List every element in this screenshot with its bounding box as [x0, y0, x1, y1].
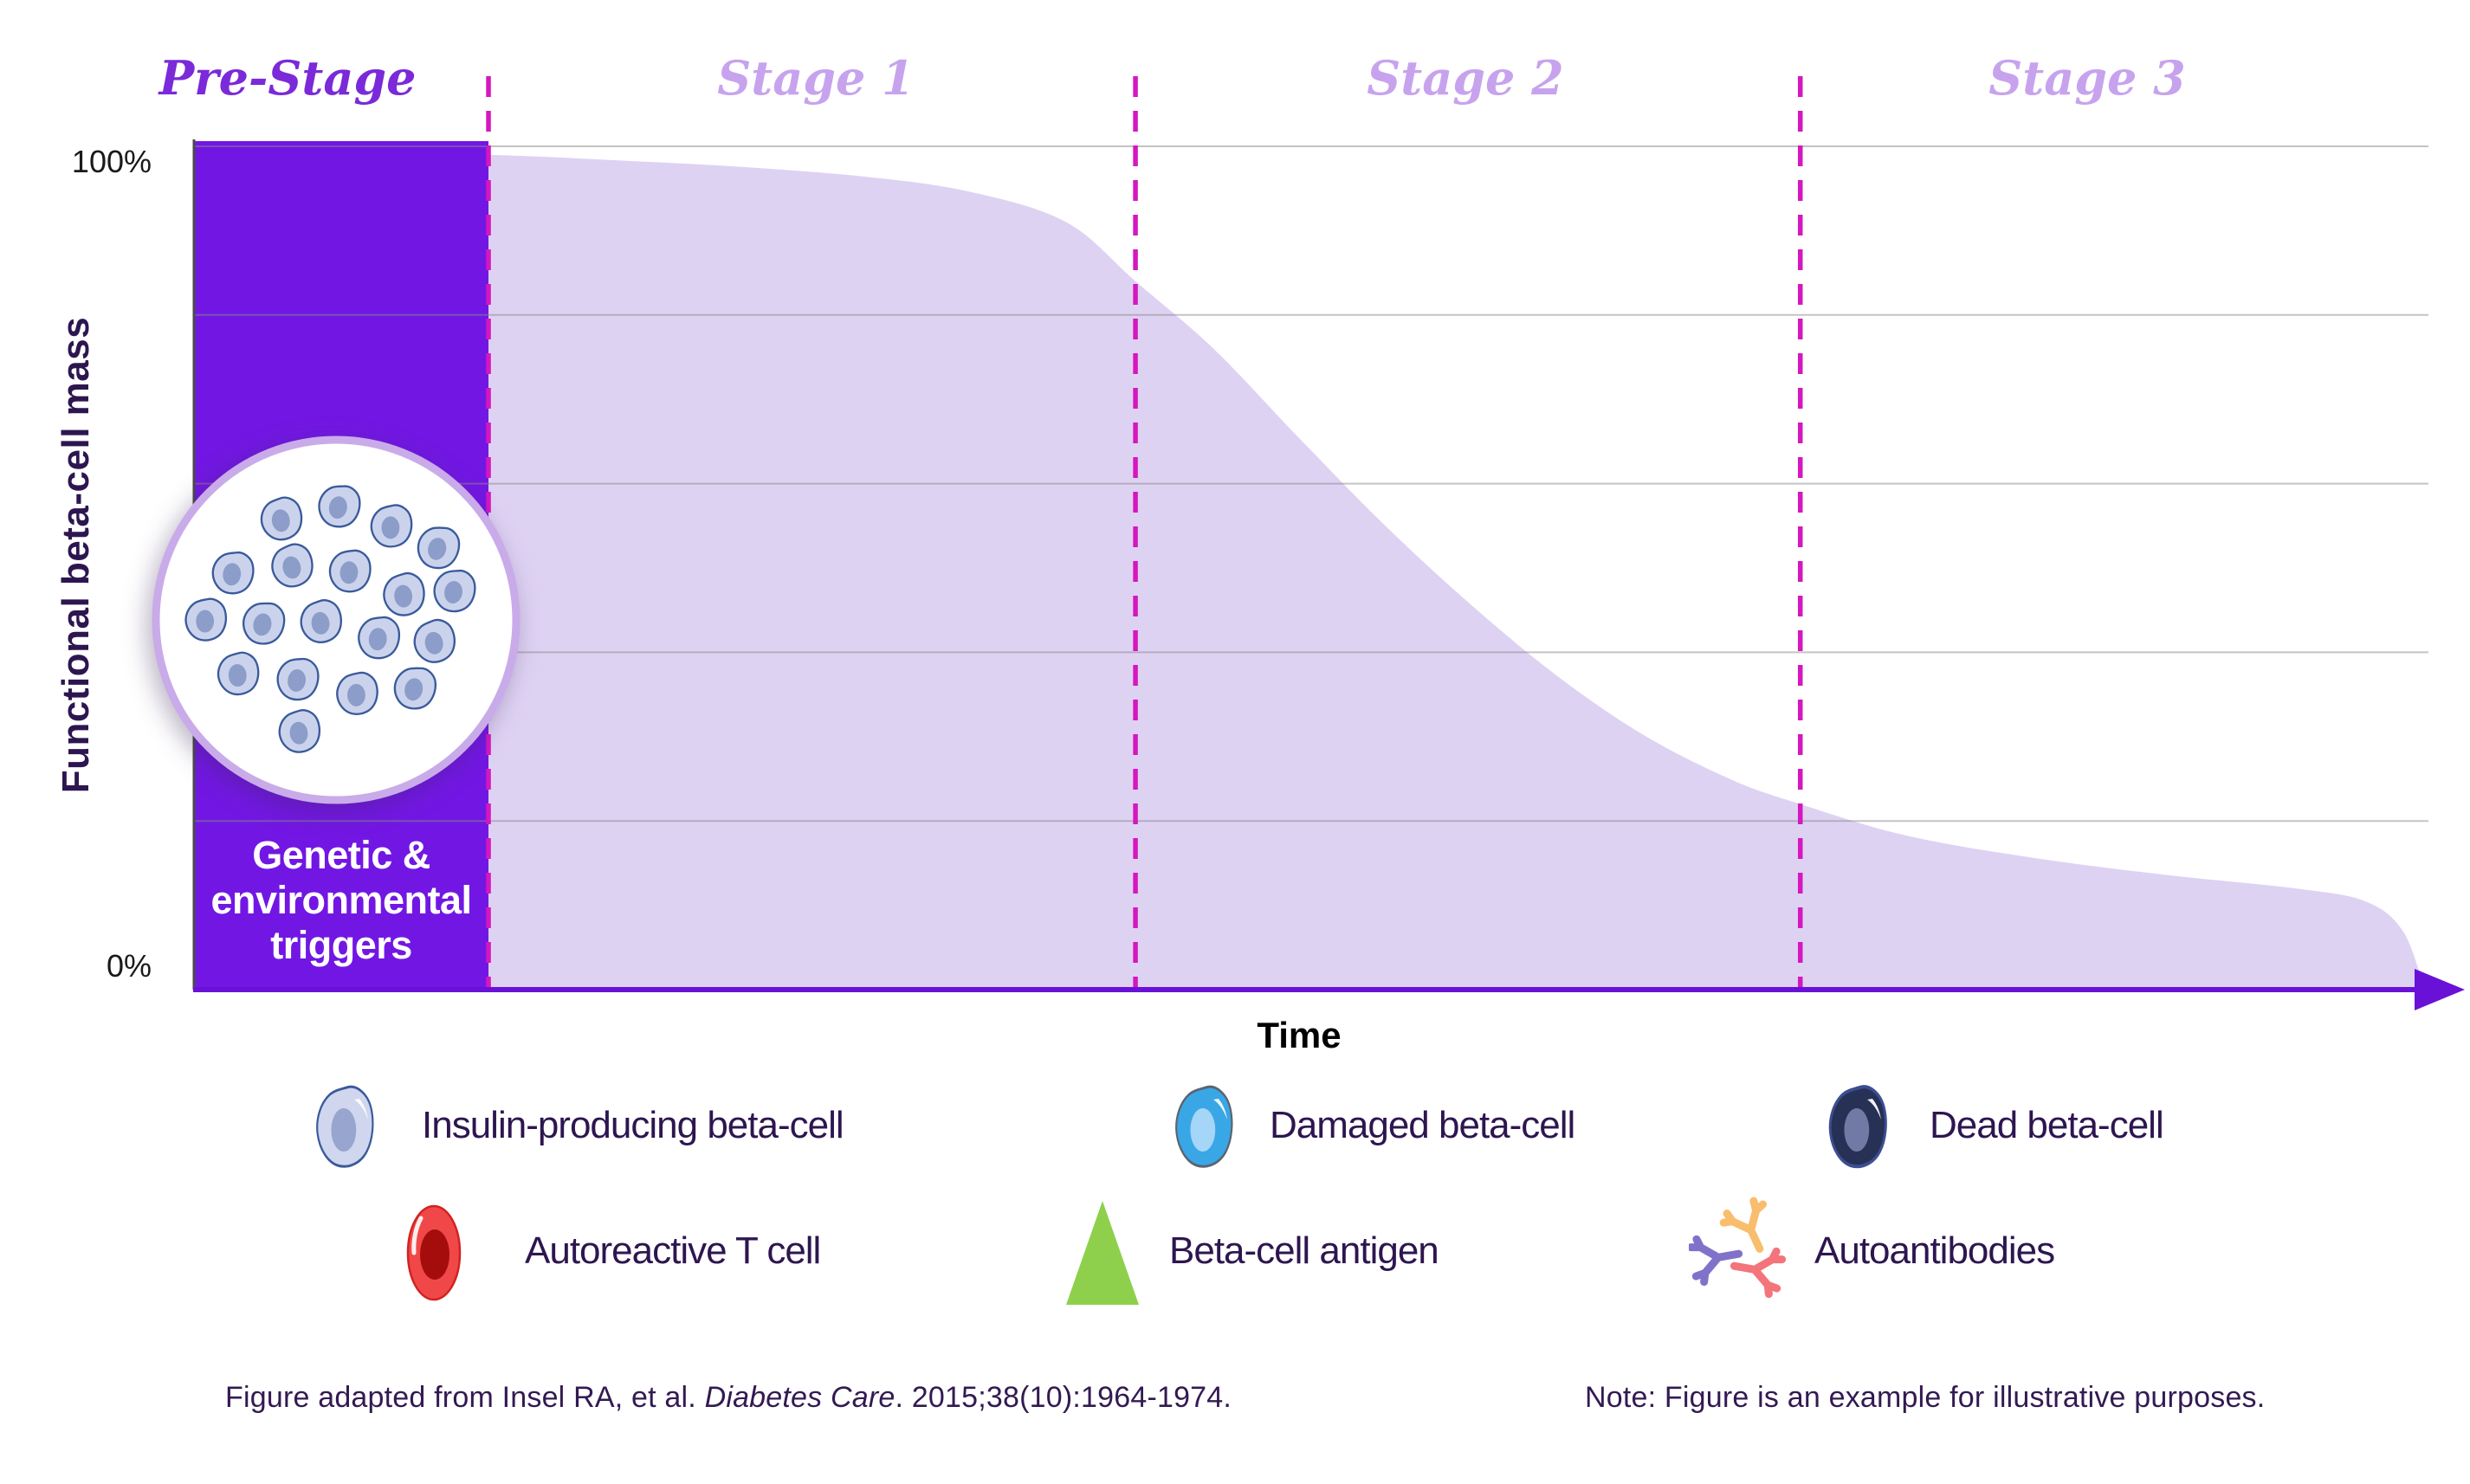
dead-beta-cell-icon — [1828, 1085, 1887, 1169]
legend-label-insulin-producing: Insulin-producing beta-cell — [422, 1104, 844, 1146]
autoantibodies-icon — [1689, 1197, 1787, 1299]
cluster-beta-cell-15 — [217, 651, 260, 696]
cluster-beta-cell-9 — [433, 570, 476, 613]
legend-label-t-cell: Autoreactive T cell — [525, 1229, 821, 1272]
beta-cell-cluster-icon — [152, 436, 521, 804]
stage-header-stage-2: Stage 2 — [1367, 50, 1564, 106]
stage-header-stage-3: Stage 3 — [1988, 50, 2186, 106]
x-axis-title: Time — [1257, 1015, 1342, 1055]
trigger-line-3: triggers — [270, 923, 412, 967]
cluster-beta-cell-5 — [211, 551, 255, 595]
trigger-line-1: Genetic & — [252, 833, 430, 877]
cluster-beta-cell-18 — [393, 667, 437, 710]
trigger-box-caption: Genetic & environmental triggers — [194, 833, 488, 968]
cluster-beta-cell-16 — [276, 657, 320, 701]
legend-label-antigen: Beta-cell antigen — [1169, 1229, 1439, 1272]
x-axis-arrowhead — [2415, 969, 2465, 1010]
cluster-beta-cell-11 — [242, 602, 286, 645]
legend-label-autoantibodies: Autoantibodies — [1814, 1229, 2055, 1272]
insulin-producing-beta-cell-icon — [316, 1085, 374, 1168]
cluster-beta-cell-13 — [358, 616, 401, 660]
trigger-line-2: environmental — [210, 878, 472, 922]
beta-cell-mass-area — [194, 146, 2425, 990]
beta-cell-antigen-icon — [1066, 1201, 1139, 1305]
stage-header-pre-stage: Pre-Stage — [158, 50, 417, 106]
legend-label-dead: Dead beta-cell — [1930, 1104, 2164, 1146]
cluster-beta-cell-3 — [370, 504, 413, 548]
cluster-beta-cell-4 — [417, 526, 461, 570]
autoreactive-t-cell-icon — [406, 1204, 462, 1301]
cluster-beta-cell-12 — [300, 599, 343, 643]
cluster-beta-cell-17 — [336, 671, 378, 715]
note-text: Note: Figure is an example for illustrat… — [1585, 1381, 2266, 1414]
citation-suffix: . 2015;38(10):1964-1974. — [895, 1381, 1232, 1414]
y-axis-title: Functional beta-cell mass — [55, 316, 97, 794]
cluster-beta-cell-14 — [413, 618, 456, 663]
cluster-beta-cell-6 — [271, 543, 314, 588]
cluster-beta-cell-10 — [184, 597, 228, 642]
citation-text: Figure adapted from Insel RA, et al. Dia… — [225, 1381, 1232, 1415]
cluster-beta-cell-7 — [328, 549, 372, 593]
y-tick-100: 100% — [71, 144, 152, 179]
citation-journal: Diabetes Care — [704, 1381, 896, 1414]
y-tick-0: 0% — [106, 948, 152, 984]
legend-label-damaged: Damaged beta-cell — [1270, 1104, 1575, 1146]
cluster-beta-cell-2 — [318, 485, 361, 528]
stage-header-stage-1: Stage 1 — [717, 50, 915, 106]
cluster-beta-cell-1 — [260, 496, 303, 541]
cluster-beta-cell-8 — [383, 572, 425, 616]
damaged-beta-cell-icon — [1175, 1085, 1233, 1168]
citation-prefix: Figure adapted from Insel RA, et al. — [225, 1381, 705, 1414]
cluster-beta-cell-19 — [278, 709, 321, 753]
